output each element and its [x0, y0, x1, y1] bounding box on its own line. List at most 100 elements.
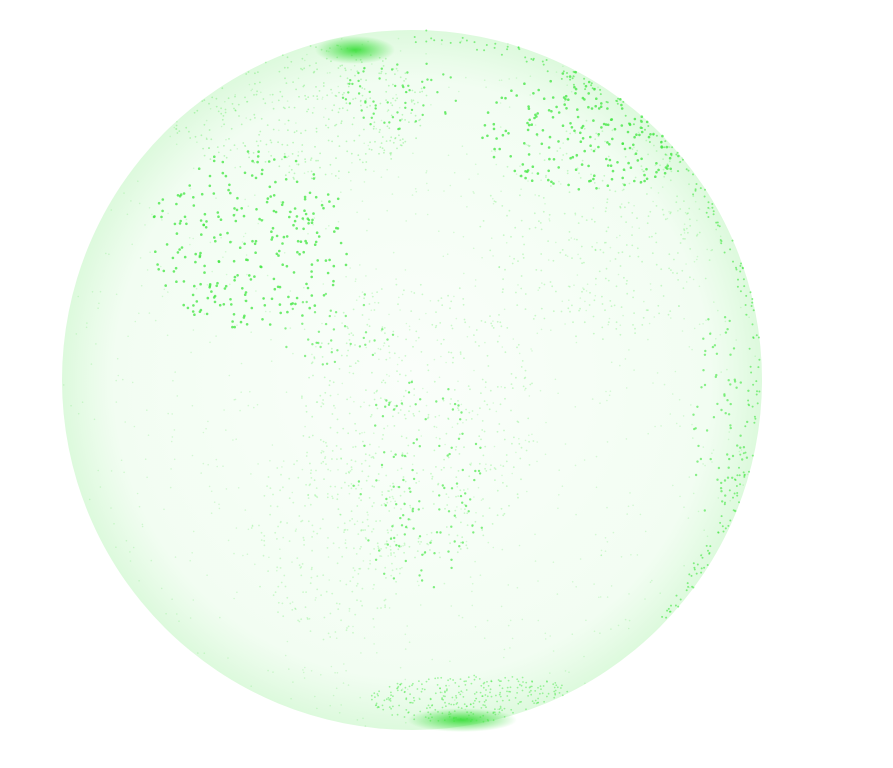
point — [499, 705, 502, 708]
point — [163, 288, 166, 291]
point — [601, 295, 603, 298]
point — [473, 192, 475, 194]
point — [233, 207, 236, 210]
point — [442, 695, 445, 697]
point — [86, 322, 88, 324]
point — [545, 421, 547, 424]
point — [442, 399, 445, 402]
point — [413, 718, 416, 721]
point — [307, 108, 310, 111]
point — [683, 564, 685, 567]
point — [280, 201, 282, 203]
point — [270, 154, 273, 157]
point — [319, 152, 321, 155]
point — [293, 172, 296, 175]
point — [644, 128, 646, 131]
point — [659, 592, 661, 594]
point — [281, 602, 284, 605]
point — [707, 216, 710, 218]
point — [688, 586, 691, 589]
point — [272, 493, 274, 496]
point — [564, 670, 567, 672]
point — [689, 224, 692, 227]
point — [422, 387, 424, 390]
point — [399, 409, 402, 411]
point — [408, 410, 410, 413]
point — [384, 604, 386, 607]
point — [171, 436, 174, 438]
point — [664, 140, 667, 143]
point — [354, 613, 357, 616]
point — [331, 173, 333, 175]
point — [602, 122, 606, 126]
point — [347, 432, 350, 435]
point — [755, 393, 758, 396]
point — [711, 206, 714, 209]
point — [571, 304, 573, 307]
point — [403, 414, 406, 416]
point — [571, 155, 575, 159]
point — [257, 150, 260, 153]
point — [547, 259, 550, 261]
point — [310, 469, 313, 472]
point — [445, 432, 448, 435]
point — [645, 309, 648, 312]
point — [564, 254, 567, 256]
point — [666, 167, 669, 170]
point — [545, 176, 547, 179]
point — [398, 356, 400, 359]
point — [408, 545, 411, 548]
point — [409, 518, 412, 521]
point — [354, 460, 357, 463]
point — [573, 129, 576, 133]
point — [599, 88, 602, 91]
point — [489, 315, 491, 317]
point — [712, 416, 716, 419]
point — [728, 457, 731, 461]
point — [468, 714, 470, 717]
point — [473, 693, 476, 695]
point — [421, 293, 424, 296]
point — [619, 265, 622, 267]
point — [655, 150, 658, 152]
point — [249, 278, 253, 281]
point — [308, 436, 311, 439]
point — [437, 711, 439, 713]
point — [523, 377, 526, 380]
point — [315, 130, 318, 133]
point — [277, 254, 280, 257]
point — [303, 539, 305, 541]
point — [351, 82, 354, 86]
point — [203, 123, 206, 126]
point — [478, 435, 481, 438]
point — [641, 324, 644, 326]
point — [359, 405, 362, 408]
point — [235, 438, 237, 441]
point — [328, 258, 331, 262]
point — [641, 260, 643, 263]
point — [600, 126, 603, 129]
point — [322, 85, 325, 87]
point — [530, 179, 534, 182]
point — [754, 355, 756, 358]
point — [284, 585, 287, 588]
point — [231, 103, 234, 105]
point — [359, 100, 362, 103]
point — [540, 179, 542, 181]
point — [407, 518, 410, 521]
point — [274, 591, 277, 594]
point — [470, 418, 473, 420]
point — [239, 320, 243, 324]
point — [535, 702, 538, 705]
point — [341, 64, 343, 67]
point — [527, 123, 531, 127]
point — [380, 142, 383, 145]
point — [239, 165, 242, 168]
point — [333, 360, 337, 364]
point — [317, 330, 321, 333]
point — [528, 395, 531, 397]
point — [322, 460, 325, 463]
point — [246, 150, 250, 153]
point — [277, 585, 280, 588]
point — [338, 107, 341, 110]
